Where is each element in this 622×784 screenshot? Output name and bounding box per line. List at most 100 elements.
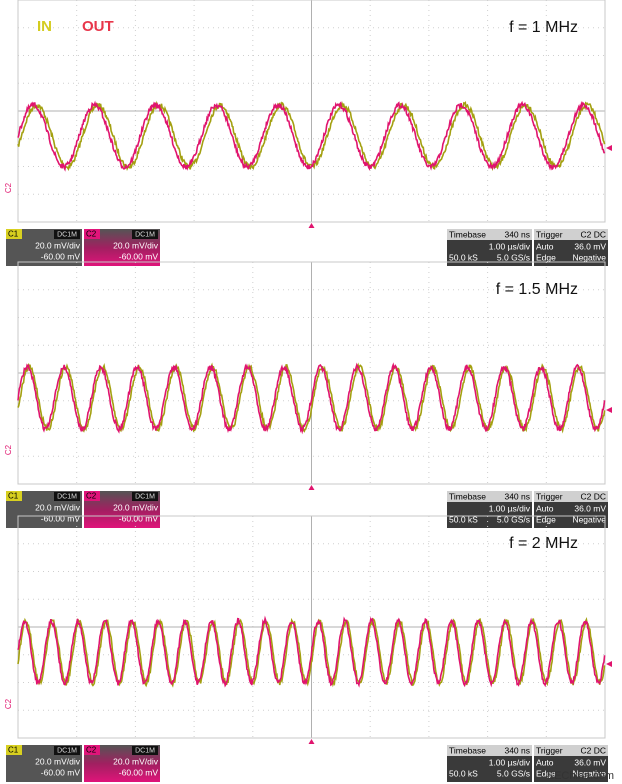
coupling: DC1M: [57, 493, 77, 500]
info-scale: 1.00 µs/div: [489, 757, 531, 767]
info-delay: 340 ns: [504, 229, 530, 239]
coupling: DC1M: [57, 747, 77, 754]
waveform: [17, 616, 606, 688]
info-slope: Negative: [572, 252, 606, 262]
info-delay: 340 ns: [504, 745, 530, 755]
info-level: 36.0 mV: [574, 241, 606, 251]
volts-per-div: 20.0 mV/div: [113, 240, 159, 250]
channel-label: C1: [8, 492, 19, 501]
info-source: C2 DC: [580, 229, 606, 239]
offset: -60.00 mV: [41, 513, 81, 523]
grid-border: [17, 515, 606, 739]
channel-tag: [84, 491, 100, 501]
coupling: DC1M: [135, 493, 155, 500]
legend-out: OUT: [82, 18, 114, 35]
frequency-label: f = 1 MHz: [509, 19, 578, 36]
coupling-badge: [132, 746, 158, 755]
info-samples: 50.0 kS: [449, 252, 478, 262]
volts-per-div: 20.0 mV/div: [113, 756, 159, 766]
info-slope: Negative: [572, 768, 606, 778]
info-header: [447, 491, 532, 502]
info-samples: 50.0 kS: [449, 514, 478, 524]
waveform: [17, 100, 606, 172]
offset: -60.00 mV: [41, 767, 81, 777]
coupling-badge: [132, 492, 158, 501]
info-label: Timebase: [449, 745, 486, 755]
info-header: [447, 745, 532, 756]
grid-border: [17, 261, 606, 485]
info-scale: 1.00 µs/div: [489, 503, 531, 513]
info-label: Trigger: [536, 229, 563, 239]
info-header: [534, 229, 608, 240]
info-delay: 340 ns: [504, 491, 530, 501]
waveform: [17, 100, 606, 172]
info-header: [534, 491, 608, 502]
info-type: Edge: [536, 252, 556, 262]
trigger-marker: [308, 485, 315, 490]
coupling-badge: [54, 492, 80, 501]
info-label: Timebase: [449, 491, 486, 501]
coupling-badge: [54, 746, 80, 755]
offset: -60.00 mV: [41, 251, 81, 261]
info-slope: Negative: [572, 514, 606, 524]
legend-in: IN: [37, 18, 52, 35]
coupling: DC1M: [135, 231, 155, 238]
frequency-label: f = 2 MHz: [509, 535, 578, 552]
channel-label: C1: [8, 230, 19, 239]
coupling: DC1M: [135, 747, 155, 754]
info-header: [534, 745, 608, 756]
channel-label: C2: [86, 746, 97, 755]
channel-tag: [6, 745, 22, 755]
channel-tag: [6, 229, 22, 239]
info-samples: 50.0 kS: [449, 768, 478, 778]
info-type: Edge: [536, 514, 556, 524]
coupling: DC1M: [57, 231, 77, 238]
channel-label: C1: [8, 746, 19, 755]
grid-border: [17, 0, 606, 223]
info-label: Timebase: [449, 229, 486, 239]
level-marker: [606, 407, 612, 413]
info-mode: Auto: [536, 241, 554, 251]
coupling-badge: [132, 230, 158, 239]
offset: -60.00 mV: [119, 767, 159, 777]
channel-marker: C2: [4, 182, 13, 193]
info-rate: 5.0 GS/s: [497, 514, 530, 524]
channel-label: C2: [86, 492, 97, 501]
waveform: [17, 615, 606, 688]
info-scale: 1.00 µs/div: [489, 241, 531, 251]
channel-tag: [84, 229, 100, 239]
waveform: [17, 362, 606, 435]
info-label: Trigger: [536, 745, 563, 755]
info-label: Trigger: [536, 491, 563, 501]
volts-per-div: 20.0 mV/div: [35, 756, 81, 766]
channel-tag: [6, 491, 22, 501]
channel-marker: C2: [4, 698, 13, 709]
frequency-label: f = 1.5 MHz: [496, 281, 578, 298]
offset: -60.00 mV: [119, 513, 159, 523]
level-marker: [606, 661, 612, 667]
info-source: C2 DC: [580, 745, 606, 755]
info-header: [447, 229, 532, 240]
info-type: Edge: [536, 768, 556, 778]
channel-marker: C2: [4, 444, 13, 455]
volts-per-div: 20.0 mV/div: [35, 240, 81, 250]
info-level: 36.0 mV: [574, 503, 606, 513]
channel-label: C2: [86, 230, 97, 239]
info-level: 36.0 mV: [574, 757, 606, 767]
info-source: C2 DC: [580, 491, 606, 501]
trigger-marker: [308, 223, 315, 228]
info-rate: 5.0 GS/s: [497, 252, 530, 262]
channel-tag: [84, 745, 100, 755]
volts-per-div: 20.0 mV/div: [35, 502, 81, 512]
volts-per-div: 20.0 mV/div: [113, 502, 159, 512]
info-mode: Auto: [536, 757, 554, 767]
offset: -60.00 mV: [119, 251, 159, 261]
coupling-badge: [54, 230, 80, 239]
watermark: EEChina.com: [547, 770, 614, 782]
level-marker: [606, 145, 612, 151]
info-mode: Auto: [536, 503, 554, 513]
info-rate: 5.0 GS/s: [497, 768, 530, 778]
